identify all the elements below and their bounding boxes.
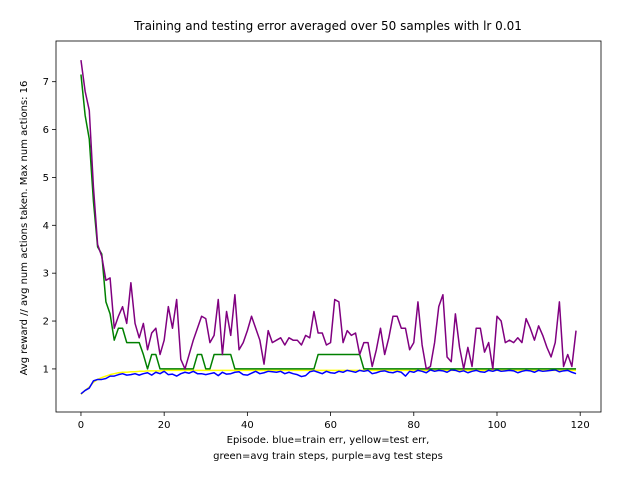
y-tick-label: 6 (43, 125, 49, 136)
x-tick-label: 20 (158, 420, 171, 431)
axes-layer: 0 20 40 60 80 100 120 1 2 3 4 5 6 7 (43, 40, 602, 431)
series-layer (80, 60, 577, 395)
y-tick-label: 5 (43, 173, 49, 184)
y-tick-label: 1 (43, 364, 49, 375)
y-tick-label: 2 (43, 317, 49, 328)
x-axis-label-line1: Episode. blue=train err, yellow=test err… (227, 435, 430, 446)
y-tick-label: 4 (43, 221, 49, 232)
y-tick-label: 3 (43, 269, 49, 280)
x-tick-label: 0 (78, 420, 84, 431)
x-tick-label: 120 (571, 420, 590, 431)
x-tick-label: 60 (324, 420, 337, 431)
plot-frame (55, 40, 602, 413)
chart-title: Training and testing error averaged over… (133, 19, 522, 33)
y-axis-label: Avg reward // avg num actions taken. Max… (19, 81, 30, 376)
series-line-1 (80, 369, 577, 395)
series-line-0 (80, 369, 577, 395)
series-line-3 (80, 60, 577, 370)
y-tick-label: 7 (43, 77, 49, 88)
x-tick-label: 100 (487, 420, 506, 431)
x-tick-label: 40 (241, 420, 254, 431)
x-axis-label-line2: green=avg train steps, purple=avg test s… (213, 451, 443, 462)
x-tick-label: 80 (407, 420, 420, 431)
